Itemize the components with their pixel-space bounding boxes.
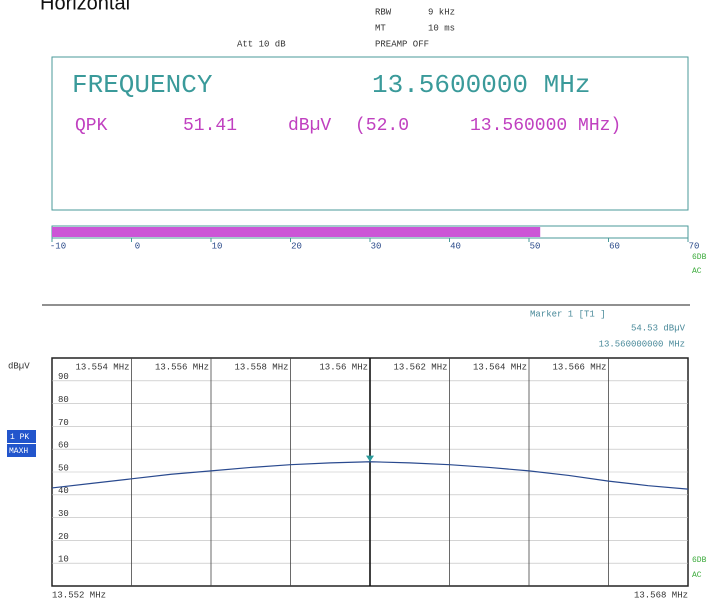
- display-frequency: 13.5600000 MHz: [372, 70, 590, 100]
- y-tick-label: 60: [58, 441, 69, 451]
- marker-level: 54.53 dBµV: [631, 323, 686, 333]
- x-tick-label: 13.554 MHz: [75, 362, 129, 372]
- tick-label: 70: [689, 241, 700, 251]
- x-tick-label: 13.558 MHz: [234, 362, 288, 372]
- y-tick-label: 70: [58, 418, 69, 428]
- side-label: 6DB: [692, 556, 707, 565]
- trace-label: 1 PK: [10, 433, 29, 442]
- tick-label: 40: [450, 241, 461, 251]
- tick-label: 10: [212, 241, 223, 251]
- marker-title: Marker 1 [T1 ]: [530, 309, 606, 319]
- display-label: FREQUENCY: [72, 70, 213, 100]
- y-tick-label: 20: [58, 532, 69, 542]
- trace-label: MAXH: [9, 447, 28, 456]
- x-tick-label: 13.564 MHz: [473, 362, 527, 372]
- limit: (52.0: [355, 116, 409, 136]
- tick-label: -10: [50, 241, 66, 251]
- y-tick-label: 10: [58, 555, 69, 565]
- detector: QPK: [75, 116, 108, 136]
- y-axis-label: dBµV: [8, 361, 30, 371]
- display-box: [51, 56, 689, 211]
- trace-badge: [7, 430, 36, 443]
- tick-label: 30: [371, 241, 382, 251]
- limit-frequency: 13.560000 MHz): [470, 116, 621, 136]
- mt: 10 ms: [428, 23, 455, 33]
- page-title: Horizontal: [40, 0, 130, 14]
- rbw-label: RBW: [375, 7, 392, 17]
- preamp: PREAMP OFF: [375, 39, 429, 49]
- tick-label: 20: [291, 241, 302, 251]
- side-label: AC: [692, 267, 702, 276]
- x-tick-label: 13.552 MHz: [52, 590, 106, 600]
- marker-frequency: 13.560000000 MHz: [599, 339, 685, 349]
- y-tick-label: 50: [58, 463, 69, 473]
- side-label: AC: [692, 571, 702, 580]
- y-tick-label: 40: [58, 486, 69, 496]
- y-tick-label: 90: [58, 372, 69, 382]
- attenuation: Att 10 dB: [237, 39, 286, 49]
- x-tick-label: 13.562 MHz: [393, 362, 447, 372]
- x-tick-label: 13.566 MHz: [552, 362, 606, 372]
- level: 51.41: [183, 116, 237, 136]
- y-tick-label: 30: [58, 509, 69, 519]
- bar: [52, 227, 541, 237]
- trace: [51, 461, 689, 490]
- unit: dBµV: [288, 116, 331, 136]
- mt-label: MT: [375, 23, 386, 33]
- tick-label: 50: [530, 241, 541, 251]
- marker: [366, 455, 374, 462]
- x-tick-label: 13.556 MHz: [155, 362, 209, 372]
- tick-label: 0: [135, 241, 140, 251]
- tick-label: 60: [609, 241, 620, 251]
- y-tick-label: 80: [58, 395, 69, 405]
- side-label: 6DB: [692, 253, 707, 262]
- trace-badge: [7, 444, 36, 457]
- x-tick-label: 13.568 MHz: [634, 590, 688, 600]
- x-tick-label: 13.56 MHz: [319, 362, 368, 372]
- rbw: 9 kHz: [428, 7, 455, 17]
